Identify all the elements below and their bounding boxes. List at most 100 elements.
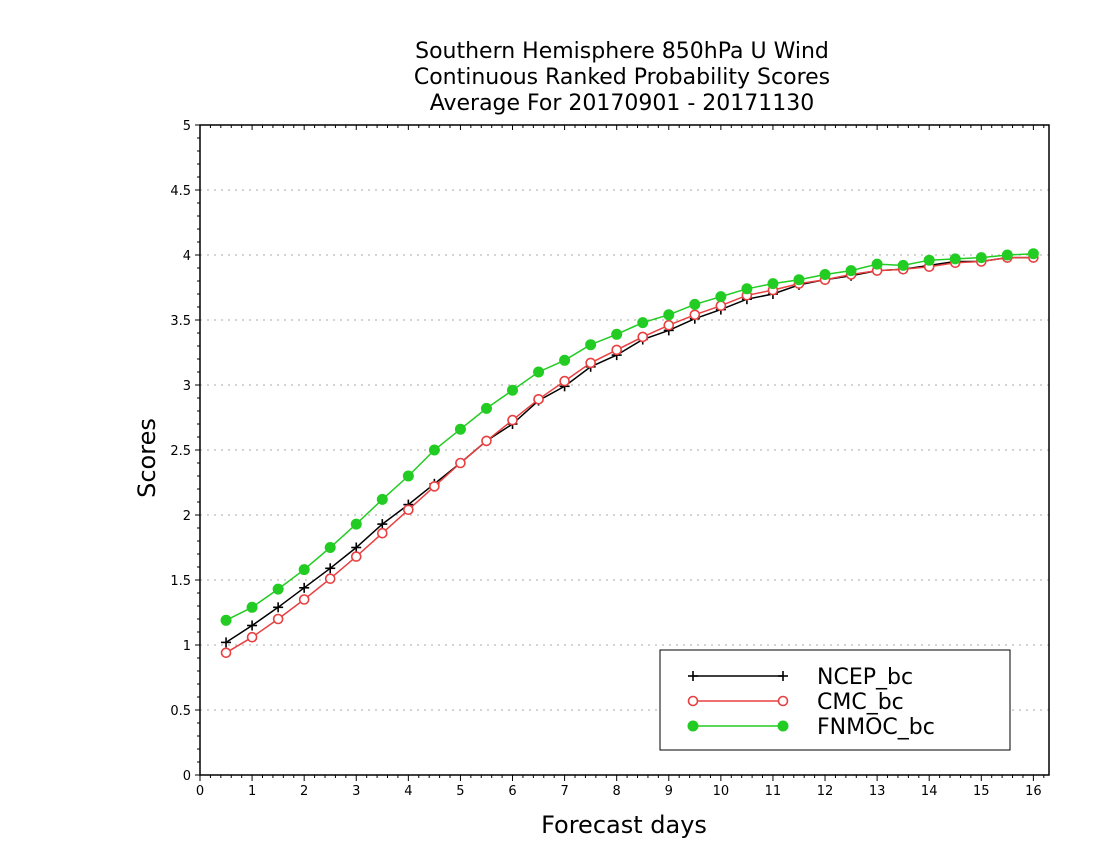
data-point-fnmoc-bc bbox=[246, 601, 258, 613]
data-point-fnmoc-bc bbox=[480, 402, 492, 414]
legend-marker bbox=[777, 720, 789, 732]
data-point-cmc-bc bbox=[455, 457, 466, 469]
data-point-fnmoc-bc bbox=[585, 339, 597, 351]
data-point-cmc-bc bbox=[377, 527, 388, 539]
data-point-fnmoc-bc bbox=[402, 470, 414, 482]
legend-marker bbox=[777, 695, 789, 707]
legend-label: NCEP_bc bbox=[817, 665, 913, 690]
data-point-fnmoc-bc bbox=[298, 564, 310, 576]
data-point-ncep-bc bbox=[299, 582, 310, 593]
data-point-cmc-bc bbox=[403, 504, 414, 516]
data-point-cmc-bc bbox=[246, 631, 258, 643]
legend-item-cmc-bc: CMC_bc bbox=[687, 690, 904, 715]
x-axis: 0 1 2 3 4 5 6 7 8 9 10 11 12 13 14 15 16 bbox=[196, 125, 1045, 799]
chart-title-line-1: Southern Hemisphere 850hPa U Wind bbox=[415, 39, 829, 64]
data-point-fnmoc-bc bbox=[324, 542, 336, 553]
x-tick-label: 5 bbox=[456, 784, 464, 799]
data-point-ncep-bc bbox=[325, 563, 336, 574]
series-fnmoc-bc bbox=[220, 248, 1039, 626]
data-point-fnmoc-bc bbox=[454, 423, 466, 435]
x-tick-label: 4 bbox=[404, 784, 412, 799]
y-tick-label: 2.5 bbox=[170, 444, 191, 459]
y-tick-label: 1.5 bbox=[170, 574, 191, 589]
data-point-cmc-bc bbox=[715, 300, 727, 312]
data-point-fnmoc-bc bbox=[220, 614, 232, 626]
data-point-fnmoc-bc bbox=[533, 366, 545, 378]
y-tick-label: 2 bbox=[183, 509, 191, 524]
x-tick-label: 1 bbox=[248, 784, 256, 799]
data-point-cmc-bc bbox=[481, 435, 492, 447]
data-point-fnmoc-bc bbox=[272, 583, 284, 595]
data-point-cmc-bc bbox=[611, 344, 622, 356]
legend-label: CMC_bc bbox=[817, 690, 904, 715]
data-point-cmc-bc bbox=[663, 319, 675, 331]
x-axis-label: Forecast days bbox=[541, 811, 707, 839]
data-point-cmc-bc bbox=[272, 613, 284, 625]
data-point-fnmoc-bc bbox=[507, 384, 519, 396]
chart-title: Southern Hemisphere 850hPa U Wind Contin… bbox=[414, 39, 830, 116]
x-tick-label: 14 bbox=[921, 784, 938, 799]
data-point-cmc-bc bbox=[298, 594, 310, 605]
data-point-ncep-bc bbox=[377, 519, 388, 530]
y-tick-label: 5 bbox=[183, 119, 191, 134]
y-axis-label: Scores bbox=[133, 418, 161, 498]
data-point-fnmoc-bc bbox=[897, 259, 909, 271]
x-tick-label: 0 bbox=[196, 784, 204, 799]
data-point-fnmoc-bc bbox=[428, 444, 440, 456]
data-point-cmc-bc bbox=[429, 481, 440, 492]
data-point-cmc-bc bbox=[350, 551, 362, 562]
x-tick-label: 8 bbox=[613, 784, 621, 799]
data-point-fnmoc-bc bbox=[793, 274, 805, 286]
y-tick-label: 3 bbox=[183, 379, 191, 394]
data-point-cmc-bc bbox=[689, 309, 701, 321]
y-tick-label: 0 bbox=[183, 769, 191, 784]
data-point-fnmoc-bc bbox=[871, 258, 883, 270]
x-tick-label: 7 bbox=[560, 784, 568, 799]
data-point-fnmoc-bc bbox=[611, 328, 623, 340]
data-point-ncep-bc bbox=[247, 620, 258, 631]
data-point-ncep-bc bbox=[273, 602, 284, 613]
data-point-fnmoc-bc bbox=[949, 253, 961, 265]
grid-lines bbox=[200, 189, 1049, 711]
chart-title-line-2: Continuous Ranked Probability Scores bbox=[414, 65, 830, 90]
x-tick-label: 15 bbox=[973, 784, 990, 799]
x-tick-label: 9 bbox=[665, 784, 673, 799]
y-tick-label: 4.5 bbox=[170, 184, 191, 199]
x-tick-label: 6 bbox=[508, 784, 516, 799]
data-point-ncep-bc bbox=[351, 542, 362, 553]
data-point-fnmoc-bc bbox=[376, 493, 388, 505]
y-tick-label: 0.5 bbox=[170, 704, 191, 719]
data-point-fnmoc-bc bbox=[1001, 249, 1013, 261]
data-point-cmc-bc bbox=[220, 647, 232, 659]
data-point-fnmoc-bc bbox=[350, 518, 362, 530]
series-cmc-bc bbox=[220, 252, 1039, 659]
legend-marker bbox=[688, 671, 698, 681]
data-point-fnmoc-bc bbox=[1027, 248, 1039, 260]
legend-box bbox=[659, 649, 1011, 751]
y-tick-label: 1 bbox=[183, 639, 191, 654]
data-point-fnmoc-bc bbox=[689, 298, 701, 310]
data-point-fnmoc-bc bbox=[715, 291, 727, 303]
legend-marker bbox=[687, 695, 699, 707]
data-point-fnmoc-bc bbox=[767, 278, 779, 290]
y-axis: 0 0.5 1 1.5 2 2.5 3 3.5 4 4.5 5 bbox=[170, 119, 200, 784]
x-tick-label: 11 bbox=[765, 784, 782, 799]
data-point-cmc-bc bbox=[559, 375, 570, 387]
data-point-fnmoc-bc bbox=[637, 317, 649, 329]
data-point-cmc-bc bbox=[585, 357, 596, 369]
y-tick-label: 3.5 bbox=[170, 314, 191, 329]
data-point-fnmoc-bc bbox=[559, 354, 571, 366]
legend-marker bbox=[778, 671, 788, 681]
x-tick-label: 10 bbox=[713, 784, 730, 799]
data-point-cmc-bc bbox=[507, 414, 518, 426]
data-point-fnmoc-bc bbox=[741, 283, 753, 295]
y-tick-label: 4 bbox=[183, 249, 191, 264]
x-tick-label: 2 bbox=[300, 784, 308, 799]
legend-item-ncep-bc: NCEP_bc bbox=[688, 665, 913, 690]
x-tick-label: 13 bbox=[869, 784, 886, 799]
data-point-cmc-bc bbox=[637, 331, 649, 343]
data-point-cmc-bc bbox=[324, 573, 336, 585]
